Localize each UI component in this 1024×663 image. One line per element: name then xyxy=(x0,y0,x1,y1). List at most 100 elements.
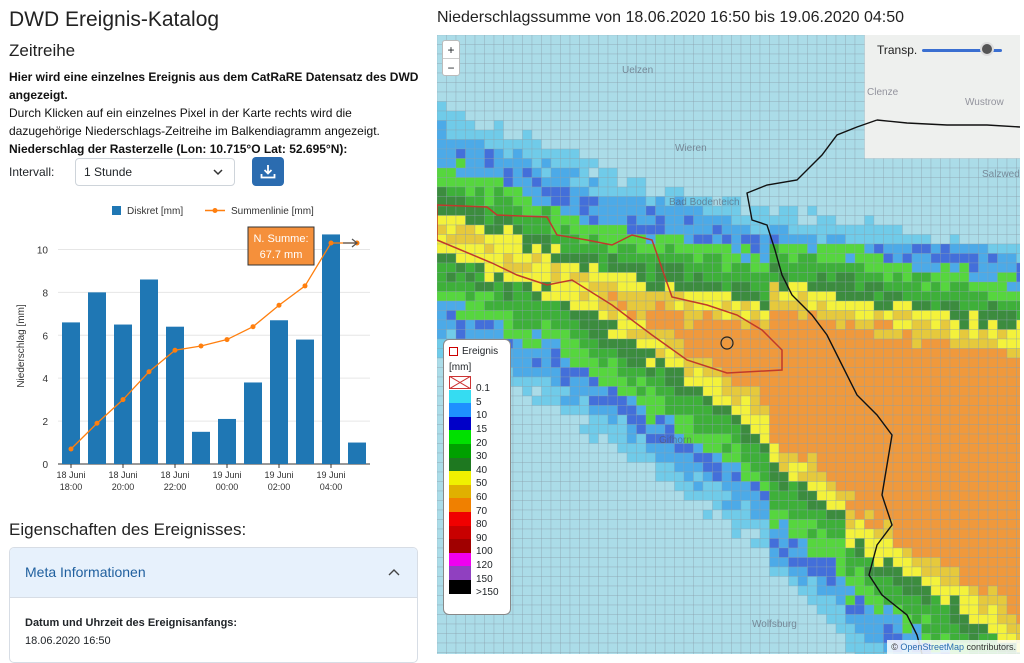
legend-line-label: Summenlinie [mm] xyxy=(231,206,314,217)
legend-row: >150 xyxy=(449,579,505,598)
place-label: Uelzen xyxy=(622,65,654,76)
attribution-prefix: © xyxy=(891,642,901,652)
legend-row: 40 xyxy=(449,457,505,476)
bar xyxy=(62,322,80,464)
legend-label: 20 xyxy=(476,437,488,449)
legend-swatch xyxy=(449,498,471,512)
transparency-label: Transp. xyxy=(877,43,918,57)
accordion-title: Meta Informationen xyxy=(25,564,146,580)
y-tick-label: 4 xyxy=(42,374,48,385)
legend-row: 50 xyxy=(449,471,505,489)
page-title: DWD Ereignis-Katalog xyxy=(9,8,220,31)
precipitation-map[interactable]: Uelzen Wustrow Wieren Bad Bodenteich Sal… xyxy=(437,35,1020,654)
selected-cell-marker xyxy=(720,336,734,350)
legend-swatch xyxy=(449,484,471,499)
event-outline xyxy=(437,204,783,374)
line-point xyxy=(328,240,334,246)
legend-swatch xyxy=(449,511,471,526)
bar xyxy=(192,431,210,464)
download-button[interactable] xyxy=(252,157,284,186)
line-point xyxy=(302,283,308,289)
legend-swatch xyxy=(449,389,471,404)
transparency-slider[interactable] xyxy=(922,42,1007,56)
interval-select[interactable]: 1 Stunde xyxy=(75,158,235,186)
map-title: Niederschlagssumme von 18.06.2020 16:50 … xyxy=(437,9,904,26)
cumulative-line xyxy=(70,242,357,450)
download-icon xyxy=(260,165,276,179)
x-tick-label: 00:00 xyxy=(216,482,239,492)
no-data-swatch xyxy=(448,375,472,390)
x-tick-label: 18 Juni xyxy=(108,470,137,480)
x-tick-label: 20:00 xyxy=(112,482,135,492)
accordion-header[interactable]: Meta Informationen xyxy=(10,548,417,598)
legend-row: 0.1 xyxy=(448,375,505,394)
legend-label: 50 xyxy=(476,478,488,490)
x-tick-label: 18 Juni xyxy=(160,470,189,480)
legend-label: 60 xyxy=(476,492,488,504)
legend-label: 0.1 xyxy=(476,383,490,395)
legend-row: 150 xyxy=(449,566,505,585)
intro-description: Durch Klicken auf ein einzelnes Pixel in… xyxy=(9,106,380,138)
legend-swatch xyxy=(449,416,471,431)
bar xyxy=(348,442,366,464)
place-label: Bad Bodenteich xyxy=(669,197,740,208)
slider-knob[interactable] xyxy=(980,42,994,56)
legend-classes: 0.1 5 10 15 20 30 40 50 60 70 80 90 100 120 150 >150 xyxy=(448,375,505,598)
legend-row: 100 xyxy=(449,539,505,557)
legend-row: 70 xyxy=(449,498,505,517)
legend-row: 80 xyxy=(449,511,505,530)
x-tick-label: 19 Juni xyxy=(212,470,241,480)
y-tick-label: 0 xyxy=(42,460,48,471)
y-tick-label: 6 xyxy=(42,331,48,342)
chevron-down-icon xyxy=(213,169,223,176)
precipitation-chart[interactable]: 0 2 4 6 8 10 Niederschlag [mm] 18 Juni 18:00 18 J… xyxy=(0,198,420,498)
legend-line-dot xyxy=(212,208,218,213)
cell-info: Niederschlag der Rasterzelle (Lon: 10.71… xyxy=(9,142,348,156)
bar xyxy=(88,292,106,464)
event-box-icon xyxy=(449,346,458,356)
legend-bar-swatch xyxy=(112,206,121,215)
osm-link[interactable]: OpenStreetMap xyxy=(900,642,964,652)
zoom-out-button[interactable]: − xyxy=(447,61,455,75)
legend-row: 60 xyxy=(449,484,505,503)
state-border xyxy=(876,119,1020,128)
properties-title: Eigenschaften des Ereignisses: xyxy=(9,520,247,539)
slider-track xyxy=(922,49,1002,52)
line-point xyxy=(94,420,100,426)
legend-label: 150 xyxy=(476,573,493,585)
legend-bar-label: Diskret [mm] xyxy=(127,206,183,217)
legend-row: 90 xyxy=(449,525,505,544)
place-label: Gifhorn xyxy=(659,435,692,446)
interval-select-value: 1 Stunde xyxy=(84,165,133,179)
x-tick-label: 02:00 xyxy=(268,482,291,492)
map-legend: Ereignis [mm] 0.1 5 10 15 20 30 40 50 60 70 80 90 10… xyxy=(443,339,511,615)
line-point xyxy=(120,397,126,403)
bar xyxy=(218,418,236,464)
y-tick-label: 10 xyxy=(37,245,49,256)
y-tick-label: 8 xyxy=(42,288,48,299)
legend-label: 5 xyxy=(476,396,482,408)
state-border xyxy=(746,119,923,654)
x-tick-label: 18 Juni xyxy=(56,470,85,480)
interval-label: Intervall: xyxy=(9,165,55,179)
line-point xyxy=(68,446,74,452)
meta-value: 18.06.2020 16:50 xyxy=(25,635,111,647)
attribution-suffix: contributors. xyxy=(963,642,1016,652)
bar xyxy=(296,339,314,464)
meta-label: Datum und Uhrzeit des Ereignisanfangs: xyxy=(25,617,238,629)
bar xyxy=(322,234,340,464)
left-panel: DWD Ereignis-Katalog Zeitreihe Hier wird… xyxy=(0,0,430,663)
legend-label: 40 xyxy=(476,464,488,476)
y-axis-label: Niederschlag [mm] xyxy=(16,304,27,388)
place-label: Wustrow xyxy=(965,97,1004,108)
legend-swatch xyxy=(448,375,472,390)
legend-event-label: Ereignis xyxy=(462,345,499,357)
line-point xyxy=(172,347,178,353)
legend-label: 80 xyxy=(476,519,488,531)
line-point xyxy=(276,302,282,308)
legend-row: 15 xyxy=(449,416,505,435)
zoom-in-button[interactable]: + xyxy=(443,41,459,59)
map-canvas[interactable] xyxy=(437,35,1020,654)
annotation-arrow xyxy=(343,238,358,248)
place-label: Wieren xyxy=(675,143,707,154)
